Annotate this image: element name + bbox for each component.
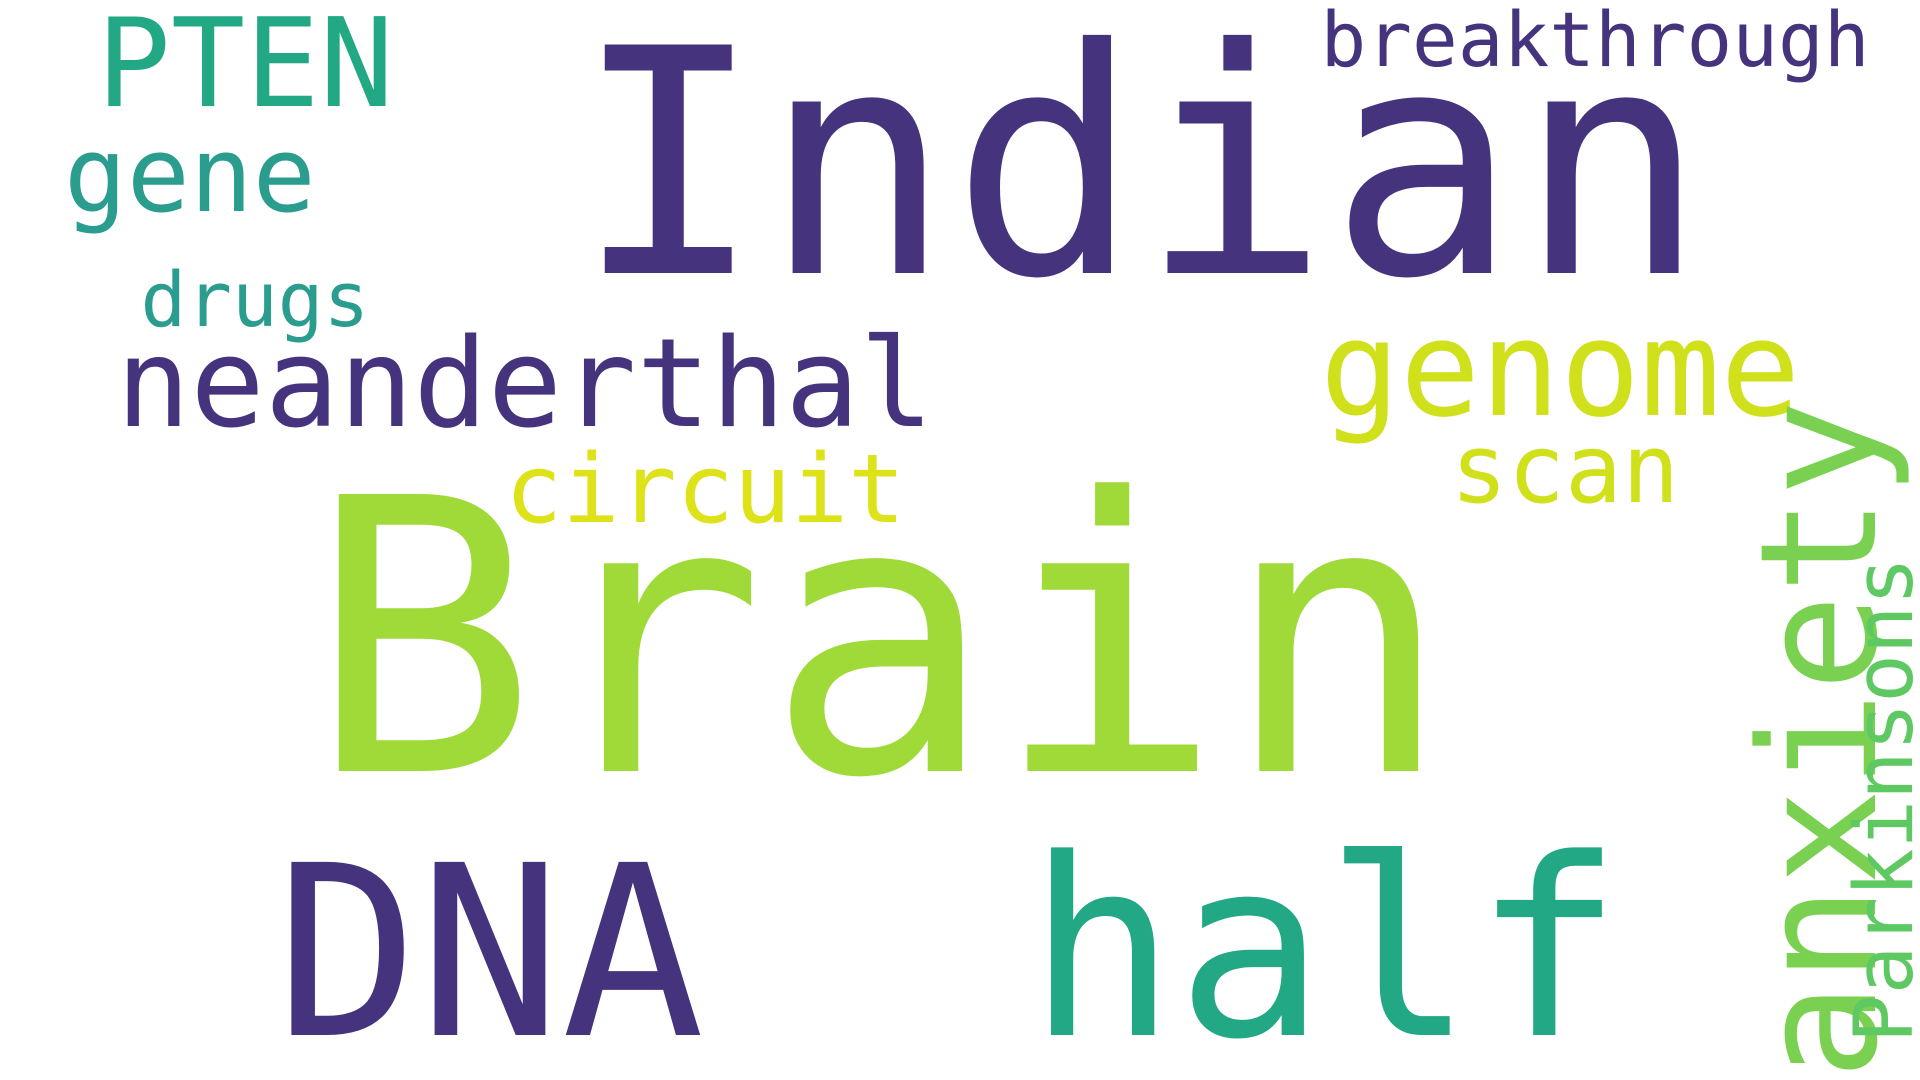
word-neanderthal: neanderthal <box>116 312 934 456</box>
word-gene: gene <box>64 113 316 236</box>
word-brain: Brain <box>308 418 1452 861</box>
word-breakthrough: breakthrough <box>1320 0 1870 84</box>
word-scan: scan <box>1450 414 1680 525</box>
word-parkinsons: Parkinsons <box>1838 556 1920 1043</box>
word-circuit: circuit <box>505 434 906 545</box>
word-pten: PTEN <box>96 0 394 136</box>
word-dna: DNA <box>275 816 705 1080</box>
word-genome: genome <box>1320 292 1801 447</box>
word-drugs: drugs <box>140 255 370 344</box>
word-indian: Indian <box>574 0 1707 347</box>
word-half: half <box>1027 806 1623 1080</box>
